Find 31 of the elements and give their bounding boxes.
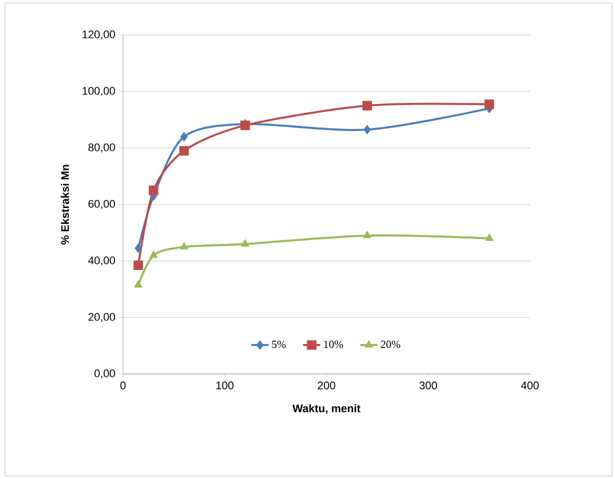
y-tick-label: 100,00 <box>82 86 116 96</box>
point <box>364 124 371 134</box>
y-tick-label: 0,00 <box>94 369 116 379</box>
point <box>484 99 494 109</box>
point <box>134 244 142 254</box>
point <box>180 132 188 142</box>
point <box>149 250 158 258</box>
x-tick-label: 300 <box>420 382 437 390</box>
point <box>134 260 144 270</box>
x-tick-label: 100 <box>216 382 234 390</box>
y-tick-label: 60,00 <box>88 200 116 210</box>
y-tick-label: 20,00 <box>88 312 116 322</box>
y-tick-label: 40,00 <box>88 256 116 266</box>
y-axis-title: % Ekstraksi Mn <box>60 164 69 245</box>
x-axis-title: Waktu, menit <box>292 404 360 414</box>
x-tick-label: 400 <box>521 382 539 390</box>
x-tick-label: 200 <box>318 382 336 390</box>
point <box>180 242 188 250</box>
point <box>363 230 372 238</box>
legend-label: 5% <box>272 340 286 348</box>
point <box>179 146 189 156</box>
point <box>134 280 142 288</box>
point <box>485 234 494 241</box>
x-tick-label: 0 <box>120 382 126 390</box>
legend-label: 10% <box>324 340 343 348</box>
y-tick-label: 120,00 <box>82 30 116 40</box>
y-tick-label: 80,00 <box>88 143 116 153</box>
point <box>240 239 250 247</box>
legend-label: 20% <box>380 340 400 348</box>
point <box>148 186 158 196</box>
point <box>362 100 372 110</box>
